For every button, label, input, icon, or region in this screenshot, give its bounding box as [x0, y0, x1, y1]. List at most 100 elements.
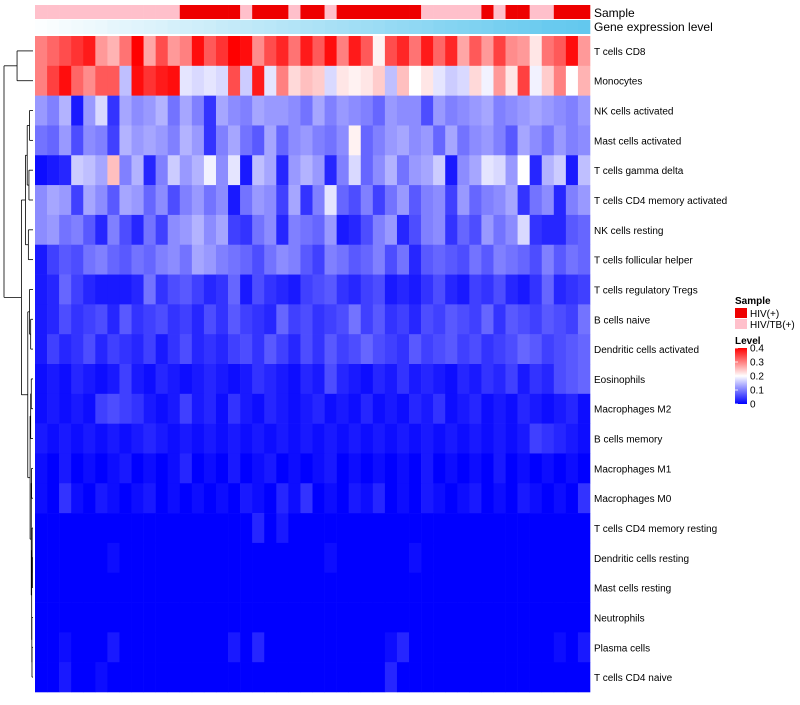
sample-annotation-cell: [35, 5, 48, 19]
heatmap-cell: [372, 364, 386, 395]
heatmap-cell: [372, 602, 386, 633]
sample-annotation-cell: [324, 5, 337, 19]
heatmap-cell: [167, 542, 181, 574]
heatmap-cell: [228, 244, 241, 275]
heatmap-cell: [312, 36, 325, 67]
heatmap-cell: [167, 65, 181, 96]
heatmap-cell: [107, 483, 120, 514]
heatmap-cell: [493, 95, 506, 126]
heatmap-cell: [565, 513, 579, 544]
heatmap-cell: [276, 542, 289, 574]
heatmap-cell: [35, 214, 48, 246]
heatmap-cell: [348, 364, 362, 395]
heatmap-cell: [517, 483, 530, 514]
heatmap-cell: [457, 453, 470, 484]
heatmap-cell: [324, 662, 337, 693]
heatmap-cell: [107, 393, 120, 424]
heatmap-cell: [372, 662, 386, 693]
heatmap-cell: [131, 513, 144, 544]
row-label: T cells follicular helper: [594, 256, 693, 267]
gene-expression-annotation-cell: [493, 20, 506, 34]
heatmap-cell: [481, 602, 494, 633]
heatmap-cell: [167, 125, 181, 156]
heatmap-cell: [203, 95, 217, 126]
heatmap-cell: [433, 274, 446, 305]
gene-expression-annotation-cell: [312, 20, 325, 34]
heatmap-cell: [433, 632, 446, 663]
heatmap-cell: [529, 36, 543, 67]
heatmap-cell: [529, 513, 543, 544]
heatmap-cell: [155, 364, 169, 395]
sample-annotation-cell: [143, 5, 156, 19]
heatmap-cell: [107, 632, 120, 663]
heatmap-cell: [191, 602, 205, 633]
sample-annotation-cell: [421, 5, 434, 19]
heatmap-cell: [276, 572, 289, 603]
heatmap-cell: [505, 155, 518, 186]
heatmap-cell: [324, 542, 337, 574]
heatmap-cell: [433, 334, 446, 365]
sample-annotation-cell: [360, 5, 374, 19]
heatmap-cell: [215, 244, 229, 275]
gene-expression-annotation-cell: [505, 20, 518, 34]
heatmap-cell: [71, 274, 84, 305]
heatmap-cell: [252, 364, 265, 395]
heatmap-cell: [191, 393, 205, 424]
heatmap-cell: [421, 364, 434, 395]
heatmap-cell: [143, 185, 156, 216]
heatmap-cell: [179, 393, 193, 424]
heatmap-cell: [565, 36, 579, 67]
heatmap-cell: [565, 125, 579, 156]
heatmap-cell: [457, 214, 470, 246]
heatmap-cell: [336, 662, 349, 693]
heatmap-cell: [47, 602, 60, 633]
heatmap-cell: [469, 36, 482, 67]
heatmap-cell: [203, 274, 217, 305]
heatmap-cell: [372, 244, 386, 275]
heatmap-cell: [469, 513, 482, 544]
heatmap-cell: [505, 334, 518, 365]
heatmap-cell: [167, 95, 181, 126]
heatmap-cell: [457, 364, 470, 395]
heatmap-cell: [457, 36, 470, 67]
gene-expression-annotation-cell: [288, 20, 301, 34]
heatmap-cell: [493, 572, 506, 603]
heatmap-cell: [71, 423, 84, 454]
heatmap-cell: [469, 483, 482, 514]
heatmap-cell: [565, 214, 579, 246]
heatmap-cell: [481, 334, 494, 365]
heatmap-cell: [276, 65, 289, 96]
heatmap-cell: [83, 602, 96, 633]
heatmap-cell: [131, 542, 144, 574]
sample-annotation-cell: [107, 5, 120, 19]
row-label: T cells regulatory Tregs: [594, 285, 698, 296]
heatmap-cell: [167, 214, 181, 246]
heatmap-cell: [288, 244, 301, 275]
heatmap-cell: [409, 125, 422, 156]
sample-annotation-cell: [300, 5, 313, 19]
heatmap-cell: [372, 572, 386, 603]
heatmap-cell: [191, 513, 205, 544]
heatmap-cell: [457, 542, 470, 574]
heatmap-cell: [433, 483, 446, 514]
heatmap-cell: [47, 214, 60, 246]
heatmap-cell: [409, 602, 422, 633]
heatmap-cell: [264, 244, 277, 275]
heatmap-cell: [312, 513, 325, 544]
heatmap-cell: [107, 36, 120, 67]
heatmap-cell: [396, 334, 410, 365]
heatmap-cell: [155, 125, 169, 156]
heatmap-cell: [252, 393, 265, 424]
heatmap-cell: [83, 453, 96, 484]
heatmap-cell: [529, 453, 543, 484]
heatmap-cell: [396, 274, 410, 305]
heatmap-cell: [372, 453, 386, 484]
heatmap-cell: [421, 95, 434, 126]
sample-annotation-cell: [191, 5, 205, 19]
heatmap-cell: [457, 334, 470, 365]
heatmap-cell: [541, 602, 555, 633]
heatmap-cell: [95, 214, 108, 246]
heatmap-cell: [264, 453, 277, 484]
heatmap-cell: [131, 602, 144, 633]
